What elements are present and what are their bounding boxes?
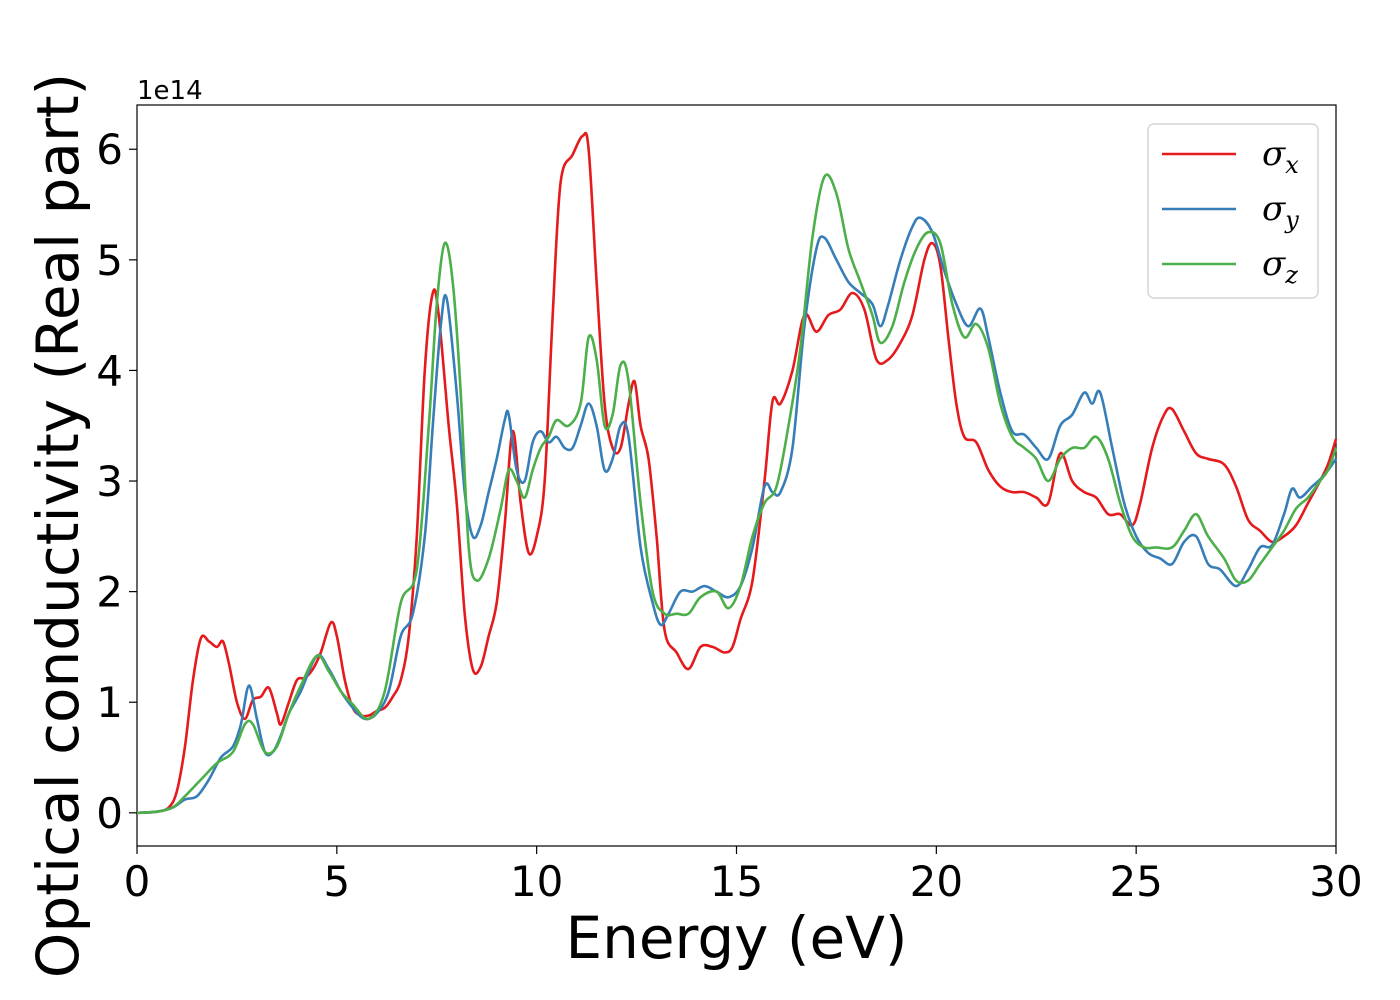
x-ticks: 0 5 10 15 20 25 30 bbox=[124, 846, 1363, 906]
y-tick-label: 2 bbox=[96, 568, 123, 617]
y-tick-label: 6 bbox=[96, 125, 123, 174]
y-tick-label: 1 bbox=[96, 678, 123, 727]
y-tick-label: 4 bbox=[96, 346, 123, 395]
x-axis-label: Energy (eV) bbox=[565, 904, 907, 972]
y-tick-label: 0 bbox=[96, 789, 123, 838]
series-line-sigma-x bbox=[136, 131, 1338, 815]
x-tick-label: 10 bbox=[510, 857, 563, 906]
x-tick-label: 20 bbox=[910, 857, 963, 906]
x-tick-label: 5 bbox=[323, 857, 350, 906]
series-layer bbox=[136, 131, 1338, 815]
y-offset-label: 1e14 bbox=[137, 76, 203, 106]
x-tick-label: 0 bbox=[124, 857, 151, 906]
y-tick-label: 5 bbox=[96, 236, 123, 285]
legend-box bbox=[1147, 123, 1319, 299]
y-tick-label: 3 bbox=[96, 457, 123, 506]
y-axis-label: Optical conductivity (Real part) bbox=[24, 73, 92, 978]
x-tick-label: 30 bbox=[1309, 857, 1362, 906]
legend-label-sigma-z: σz bbox=[1262, 244, 1298, 289]
x-tick-label: 25 bbox=[1109, 857, 1162, 906]
y-ticks: 0 1 2 3 4 5 6 bbox=[96, 125, 137, 838]
x-tick-label: 15 bbox=[710, 857, 763, 906]
series-line-sigma-z bbox=[136, 173, 1338, 815]
series-line-sigma-y bbox=[136, 216, 1338, 815]
